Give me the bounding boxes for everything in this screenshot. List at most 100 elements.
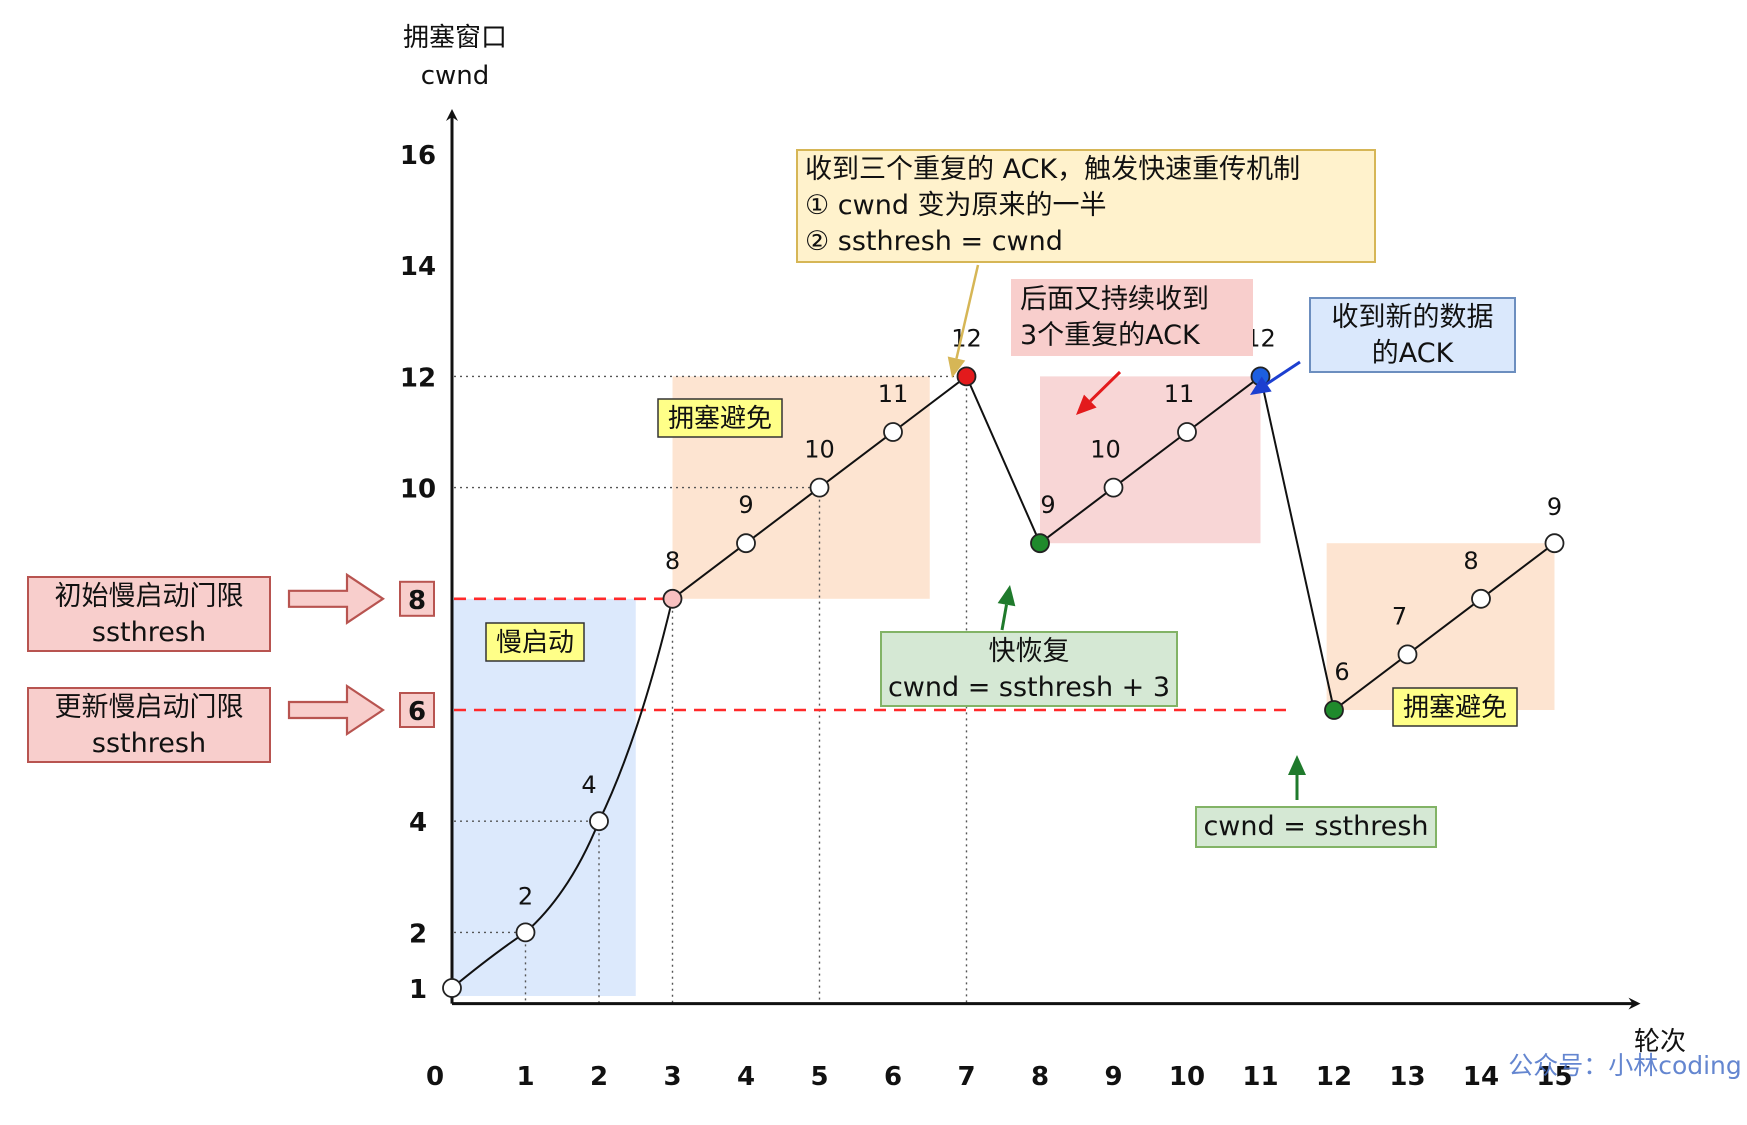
- data-point: [515, 922, 536, 943]
- data-point: [1177, 422, 1197, 442]
- x-tick-label: 6: [884, 1062, 902, 1092]
- new-ack-arrow-shaft: [1265, 360, 1301, 386]
- fast-retransmit-arrow-head: [947, 356, 966, 378]
- x-tick-label: 15: [1536, 1062, 1572, 1092]
- repeat-ack-arrow: [1076, 370, 1122, 415]
- fast-recovery-note-line: 快恢复: [989, 636, 1070, 667]
- x-tick-label: 14: [1463, 1062, 1499, 1092]
- x-tick-label: 8: [1031, 1062, 1049, 1092]
- fast-recovery-arrow-shaft: [1000, 604, 1008, 631]
- data-point: [1471, 588, 1491, 609]
- x-tick-label: 9: [1104, 1062, 1122, 1092]
- fast-retransmit-note-box: [796, 149, 1376, 263]
- threshold-value-box: [399, 580, 435, 617]
- fast-recovery-note-line: cwnd = ssthresh + 3: [888, 672, 1170, 703]
- x-tick-label: 10: [1169, 1062, 1205, 1092]
- cwnd-line: [451, 374, 1556, 989]
- data-label: 8: [1463, 547, 1478, 575]
- data-point: [1324, 700, 1344, 720]
- watermark: 公众号：小林coding: [1508, 1051, 1742, 1080]
- init-ssthresh-note-line: ssthresh: [92, 617, 206, 648]
- new-ack-note-line: 收到新的数据: [1332, 302, 1494, 333]
- fast-recovery-note-box: [880, 631, 1178, 707]
- repeat-ack-note-box: [1011, 279, 1253, 356]
- y-tick-label: 8: [408, 586, 426, 616]
- data-point: [662, 588, 683, 609]
- y-tick-label: 10: [400, 475, 436, 505]
- shaded-region: [452, 598, 636, 996]
- data-point: [736, 533, 756, 554]
- cwnd-eq-note-box: [1195, 806, 1437, 848]
- x-tick-label: 4: [737, 1062, 755, 1092]
- y-tick-label: 12: [400, 363, 436, 393]
- x-tick-label: 11: [1242, 1062, 1278, 1092]
- data-point: [883, 422, 903, 442]
- data-label: 4: [581, 771, 596, 799]
- data-point: [956, 366, 977, 387]
- fast-retransmit-arrow-shaft: [955, 264, 980, 359]
- fast-retransmit-note-line: 收到三个重复的 ACK，触发快速重传机制: [805, 154, 1300, 185]
- data-label: 10: [1090, 436, 1121, 464]
- data-point: [1103, 477, 1124, 498]
- new-ack-note-line: 的ACK: [1372, 338, 1455, 369]
- update-ssthresh-note-line: 更新慢启动门限: [55, 692, 244, 723]
- x-axis-title: 轮次: [1634, 1027, 1686, 1057]
- new-ack-note-box: [1309, 297, 1516, 373]
- repeat-ack-note-line: 3个重复的ACK: [1020, 320, 1201, 351]
- update-ssthresh-arrow: [287, 683, 385, 737]
- y-tick-label: 2: [409, 919, 427, 949]
- y-tick-label: 4: [409, 808, 427, 838]
- cwnd-eq-note-line: cwnd = ssthresh: [1203, 811, 1428, 842]
- data-point: [809, 477, 830, 498]
- x-tick-label: 1: [516, 1062, 534, 1092]
- data-point: [1030, 533, 1050, 554]
- data-label: 11: [1164, 380, 1195, 408]
- data-label: 9: [1040, 491, 1055, 519]
- region-label-congestion-avoidance-box: [657, 398, 783, 438]
- init-ssthresh-note-line: 初始慢启动门限: [55, 581, 244, 612]
- data-point: [589, 811, 609, 832]
- threshold-value-box: [399, 692, 435, 728]
- fast-retransmit-note-line: ② ssthresh = cwnd: [805, 226, 1063, 257]
- cwnd-eq-arrow: [1288, 755, 1306, 800]
- x-tick-label: 7: [957, 1062, 975, 1092]
- data-label: 9: [1547, 493, 1562, 521]
- new-ack-arrow: [1250, 360, 1301, 395]
- init-ssthresh-arrow: [287, 572, 385, 625]
- x-tick-label: 2: [590, 1062, 608, 1092]
- init-ssthresh-note-box: [27, 576, 271, 652]
- cwnd-eq-arrow-head: [1288, 755, 1306, 775]
- y-axis-title-line2: cwnd: [421, 61, 490, 91]
- new-ack-arrow-head: [1250, 376, 1272, 395]
- update-ssthresh-note-box: [27, 687, 271, 763]
- x-tick-label: 12: [1316, 1062, 1352, 1092]
- data-label: 6: [1334, 658, 1349, 686]
- x-tick-label: 5: [810, 1062, 828, 1092]
- repeat-ack-arrow-shaft: [1089, 370, 1122, 403]
- data-point: [1544, 533, 1565, 554]
- x-tick-label: 3: [663, 1062, 681, 1092]
- region-label-congestion-avoidance-2-box: [1392, 687, 1518, 727]
- fast-retransmit-arrow: [947, 264, 980, 378]
- y-tick-label: 1: [409, 975, 427, 1005]
- data-label: 9: [738, 491, 753, 519]
- y-tick-label: 6: [408, 697, 426, 727]
- data-label: 10: [804, 436, 835, 464]
- region-label-congestion-avoidance: 拥塞避免: [668, 404, 772, 434]
- data-point: [442, 978, 462, 998]
- data-label: 7: [1392, 602, 1407, 630]
- repeat-ack-arrow-head: [1076, 394, 1097, 415]
- repeat-ack-note-line: 后面又持续收到: [1020, 284, 1209, 315]
- fast-recovery-arrow-head: [997, 585, 1016, 607]
- y-tick-label: 14: [400, 252, 436, 282]
- fast-recovery-arrow: [997, 585, 1016, 631]
- data-label: 11: [878, 380, 909, 408]
- data-label: 2: [518, 882, 533, 910]
- x-tick-label: 13: [1389, 1062, 1425, 1092]
- data-point: [1397, 644, 1418, 665]
- x-tick-label: 0: [426, 1062, 444, 1092]
- y-axis-title-line1: 拥塞窗口: [403, 23, 507, 53]
- data-label: 12: [951, 324, 982, 352]
- region-label-slow-start-box: [485, 622, 585, 662]
